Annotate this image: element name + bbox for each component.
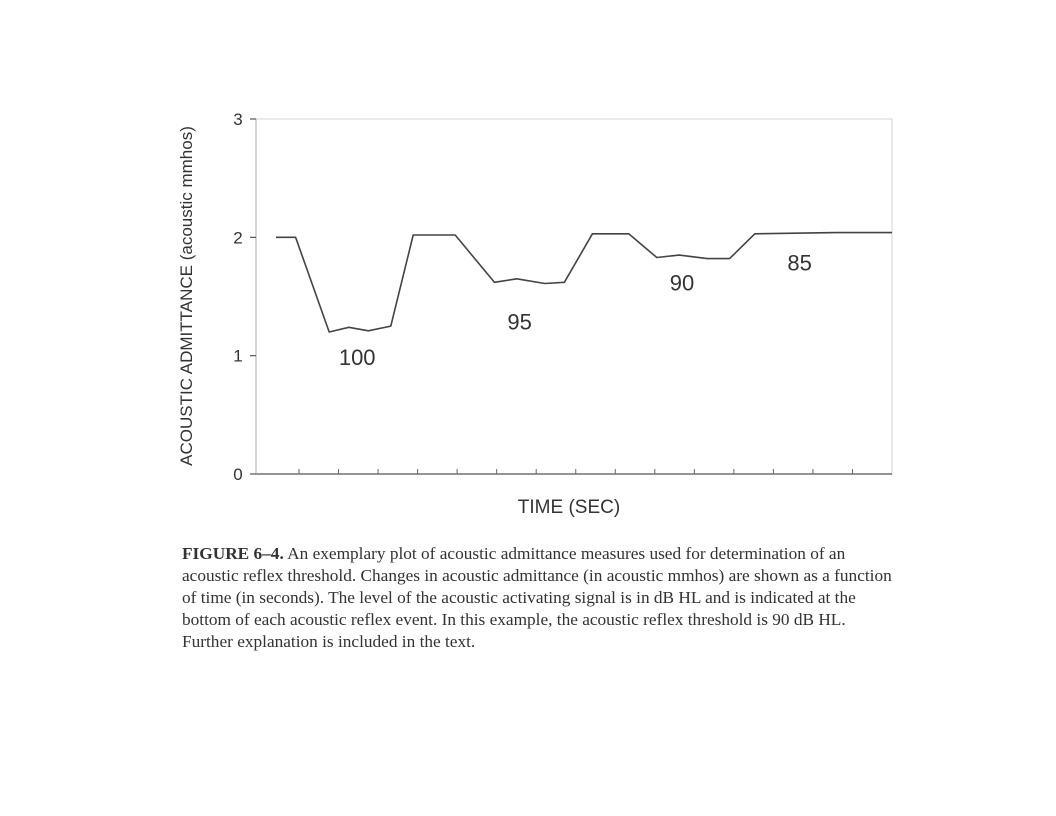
y-tick-label: 1 (233, 347, 242, 366)
level-annotation: 100 (339, 345, 376, 370)
figure-caption: FIGURE 6–4. An exemplary plot of acousti… (182, 543, 894, 653)
y-tick-label: 3 (233, 110, 242, 129)
caption-text: An exemplary plot of acoustic admittance… (182, 544, 892, 651)
series-layer (276, 231, 892, 333)
plot-frame (255, 118, 893, 475)
y-axis-label: ACOUSTIC ADMITTANCE (acoustic mmhos) (177, 126, 196, 466)
level-annotation: 85 (787, 250, 811, 275)
annotation-layer: 100 95 90 85 (339, 250, 812, 370)
admittance-chart: 0 1 2 3 100 95 90 85 ACOUSTIC ADMITTANCE (acou… (177, 110, 893, 518)
level-annotation: 90 (670, 271, 694, 296)
y-tick-label: 0 (233, 465, 242, 484)
x-axis-label: TIME (SEC) (518, 497, 620, 518)
x-ticks (298, 469, 853, 474)
caption-label: FIGURE 6–4. (182, 544, 284, 563)
admittance-line (276, 231, 892, 333)
y-tick-label: 2 (233, 228, 242, 247)
y-ticks: 0 1 2 3 (233, 110, 256, 484)
level-annotation: 95 (507, 310, 531, 335)
